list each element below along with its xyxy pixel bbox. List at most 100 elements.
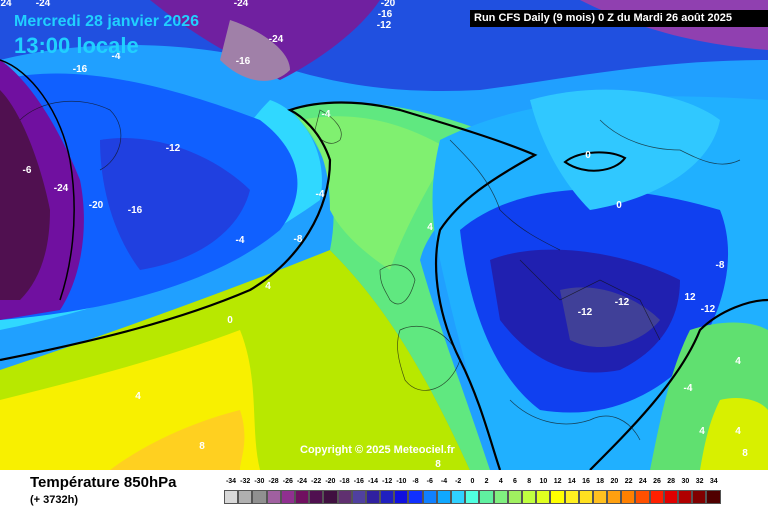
contour-thick-northwest <box>0 59 75 301</box>
contour-zero-east <box>589 298 768 470</box>
scale-swatch <box>380 490 395 504</box>
footer-subtitle: (+ 3732h) <box>30 494 78 506</box>
scale-label: 12 <box>553 478 562 485</box>
scale-label: -4 <box>440 478 448 485</box>
forecast-date: Mercredi 28 janvier 2026 <box>14 13 200 30</box>
scale-swatch <box>294 490 310 504</box>
contour-label: -24 <box>269 34 284 45</box>
scale-label: 4 <box>498 478 503 485</box>
contour-labels: 24 -24 -24 -20-16-12-24-16-16-4-6-24-20 -16-… <box>0 0 748 470</box>
scale-label: -24 <box>296 478 308 485</box>
contour-label: -8 <box>716 260 725 271</box>
scale-swatch <box>493 490 508 504</box>
contour-label: -16 <box>236 56 251 67</box>
scale-swatch <box>521 490 537 504</box>
contour-label: -16 <box>128 205 143 216</box>
scale-label: 26 <box>653 478 661 485</box>
scale-label: 14 <box>567 478 576 485</box>
contour-label: 0 <box>616 200 622 211</box>
contour-label: -6 <box>23 165 32 176</box>
scale-label: -20 <box>325 478 336 485</box>
contour-label: 4 <box>135 391 141 402</box>
scale-label: 8 <box>527 478 532 485</box>
scale-swatch <box>252 490 267 504</box>
temperature-map: 24 -24 -24 -20-16-12-24-16-16-4-6-24-20 -16-… <box>0 0 768 470</box>
scale-label: -30 <box>254 478 265 485</box>
scale-label: 16 <box>582 478 590 485</box>
scale-swatch <box>408 490 423 504</box>
zone-orange-southwest <box>110 410 245 470</box>
scale-swatch <box>635 490 650 504</box>
contour-label: 4 <box>427 222 433 233</box>
scale-label: 24 <box>638 478 647 485</box>
scale-label: 10 <box>539 478 548 485</box>
contour-label: 4 <box>735 426 741 437</box>
contour-label: -4 <box>112 51 121 62</box>
scale-swatch <box>280 490 295 504</box>
scale-swatch <box>365 490 381 504</box>
color-scale <box>224 490 721 504</box>
contour-label: -8 <box>294 234 303 245</box>
scale-swatch <box>706 490 721 504</box>
scale-swatch <box>607 490 622 504</box>
scale-label: 32 <box>695 478 704 485</box>
scale-label: -18 <box>339 478 350 485</box>
scale-swatch <box>550 490 565 504</box>
scale-label: 28 <box>667 478 676 485</box>
contour-label: -12 <box>377 20 392 31</box>
contour-label: -20 <box>381 0 396 9</box>
zone-yellow-southeast <box>700 398 768 470</box>
scale-label: -26 <box>282 478 293 485</box>
scale-label: -22 <box>311 478 322 485</box>
scale-swatch <box>309 490 324 504</box>
scale-swatch <box>692 490 707 504</box>
contour-zero-west <box>0 101 538 470</box>
zone-darkpurple-northwest <box>0 90 50 300</box>
scale-swatch <box>351 490 366 504</box>
scale-swatch <box>337 490 352 504</box>
scale-swatch <box>649 490 664 504</box>
run-info: Run CFS Daily (9 mois) 0 Z du Mardi 26 a… <box>470 10 768 27</box>
scale-label: -34 <box>225 478 237 485</box>
contour-label: 24 <box>0 0 12 9</box>
zone-deepblue-atlantic <box>100 138 250 270</box>
contour-label: 4 <box>735 356 741 367</box>
scale-label: 18 <box>596 478 605 485</box>
contour-label: -4 <box>236 235 245 246</box>
contour-label: -16 <box>378 9 393 20</box>
contour-label: -16 <box>73 64 88 75</box>
scale-swatch <box>621 490 636 504</box>
scale-swatch <box>238 490 253 504</box>
scale-label: -2 <box>455 478 462 485</box>
scale-swatch <box>451 490 466 504</box>
scale-swatch <box>465 490 480 504</box>
contour-label: 0 <box>585 150 591 161</box>
scale-label: -32 <box>240 478 251 485</box>
scale-swatch <box>536 490 551 504</box>
scale-label: -16 <box>353 478 364 485</box>
contour-zero-island <box>563 151 627 172</box>
scale-label: 22 <box>624 478 633 485</box>
contour-label: -4 <box>322 109 331 120</box>
contour-label: -12 <box>615 297 630 308</box>
scale-label: 20 <box>610 478 619 485</box>
contour-label: -24 <box>36 0 51 9</box>
coastlines <box>19 100 741 441</box>
scale-label: 2 <box>484 478 489 485</box>
scale-label: 6 <box>513 478 517 485</box>
contour-label: 0 <box>227 315 233 326</box>
contour-label: -12 <box>578 307 593 318</box>
contour-label: 12 <box>684 292 696 303</box>
scale-swatch <box>422 490 437 504</box>
scale-label: -10 <box>396 478 407 485</box>
scale-label: -8 <box>412 478 419 485</box>
scale-swatch <box>507 490 522 504</box>
scale-swatch <box>592 490 608 504</box>
scale-label: 30 <box>681 478 690 485</box>
scale-label: -12 <box>382 478 393 485</box>
zone-north-gray <box>220 20 290 81</box>
scale-swatch <box>224 490 239 504</box>
zone-scandinavia <box>530 89 720 210</box>
contour-label: -24 <box>54 183 69 194</box>
